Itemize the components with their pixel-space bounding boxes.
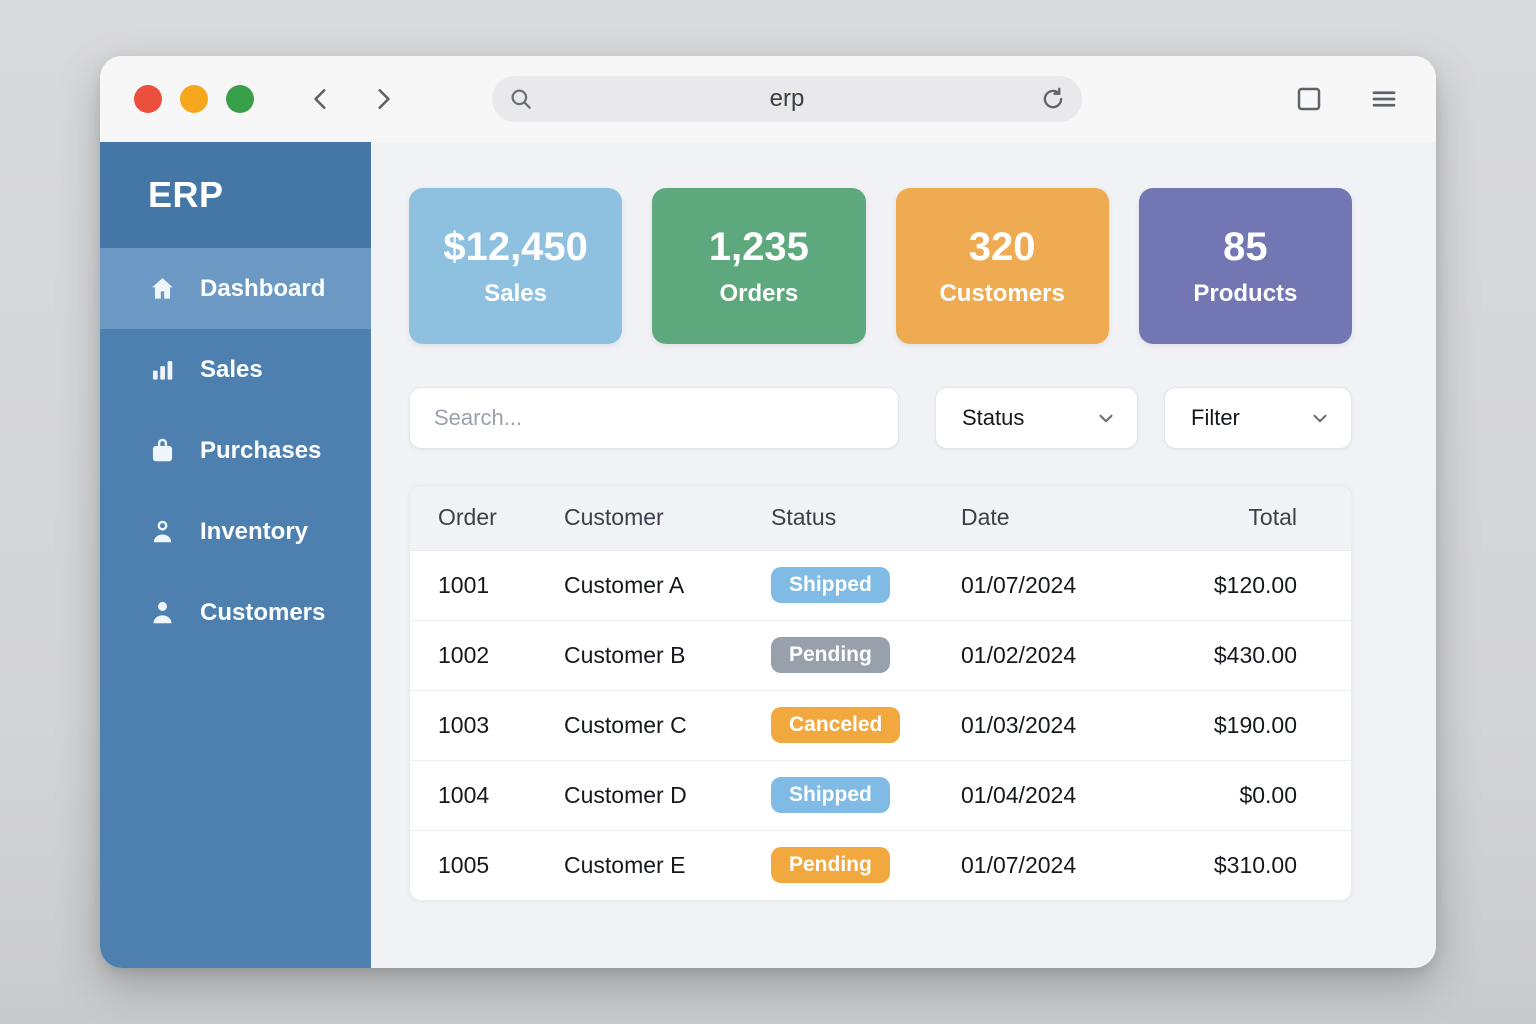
table-row[interactable]: 1002 Customer B Pending 01/02/2024 $430.… xyxy=(410,620,1351,691)
reload-button[interactable] xyxy=(1040,86,1066,112)
bar-chart-icon xyxy=(148,356,176,384)
table-row[interactable]: 1001 Customer A Shipped 01/07/2024 $120.… xyxy=(410,550,1351,621)
filter-dropdown[interactable]: Filter xyxy=(1164,387,1352,449)
order-cell: 1002 xyxy=(410,620,536,691)
date-cell: 01/07/2024 xyxy=(933,550,1153,621)
sidebar-item-label: Purchases xyxy=(200,436,322,464)
sidebar-item-dashboard[interactable]: Dashboard xyxy=(100,248,371,329)
total-cell: $120.00 xyxy=(1153,550,1351,621)
total-cell: $0.00 xyxy=(1153,760,1351,831)
minimize-button[interactable] xyxy=(180,85,208,113)
stat-card-customers: 320 Customers xyxy=(895,188,1109,344)
sidebar-item-inventory[interactable]: Inventory xyxy=(100,491,371,572)
url-text: erp xyxy=(769,85,805,112)
table-header-row: Order Customer Status Date Total xyxy=(410,486,1351,551)
status-badge: Shipped xyxy=(771,567,890,603)
order-cell: 1004 xyxy=(410,760,536,831)
stat-label: Products xyxy=(1193,279,1298,307)
col-header-customer: Customer xyxy=(536,486,743,551)
search-icon xyxy=(511,89,531,109)
back-button[interactable] xyxy=(308,84,334,114)
col-header-order: Order xyxy=(410,486,536,551)
sidebar-item-label: Sales xyxy=(200,355,263,383)
person-outline-icon xyxy=(148,518,176,546)
stat-label: Sales xyxy=(484,279,547,307)
total-cell: $310.00 xyxy=(1153,830,1351,900)
window-controls xyxy=(134,85,254,113)
chevron-down-icon xyxy=(1099,414,1113,423)
browser-window: erp ERP Dashb xyxy=(100,56,1436,968)
status-badge: Shipped xyxy=(771,777,890,813)
total-cell: $190.00 xyxy=(1153,690,1351,761)
stat-value: 85 xyxy=(1223,224,1268,269)
main-content: $12,450 Sales 1,235 Orders 320 Customers… xyxy=(371,142,1436,968)
sidebar: ERP Dashboard Sales xyxy=(100,142,371,968)
new-tab-button[interactable] xyxy=(1294,84,1324,114)
stat-card-products: 85 Products xyxy=(1138,188,1352,344)
sidebar-item-purchases[interactable]: Purchases xyxy=(100,410,371,491)
total-cell: $430.00 xyxy=(1153,620,1351,691)
reload-icon xyxy=(1043,87,1063,109)
order-cell: 1003 xyxy=(410,690,536,761)
close-button[interactable] xyxy=(134,85,162,113)
sidebar-item-customers[interactable]: Customers xyxy=(100,572,371,653)
stat-value: $12,450 xyxy=(443,224,588,269)
chevron-down-icon xyxy=(1313,414,1327,423)
status-badge: Pending xyxy=(771,847,890,884)
table-row[interactable]: 1004 Customer D Shipped 01/04/2024 $0.00 xyxy=(410,760,1351,831)
stat-cards: $12,450 Sales 1,235 Orders 320 Customers… xyxy=(409,188,1352,344)
orders-table-card: Order Customer Status Date Total 1001 Cu… xyxy=(409,485,1352,901)
sidebar-nav: Dashboard Sales Purchases xyxy=(100,248,371,653)
stat-card-sales: $12,450 Sales xyxy=(409,188,623,344)
shopping-bag-icon xyxy=(148,437,176,465)
square-icon xyxy=(1297,87,1321,111)
col-header-status: Status xyxy=(743,486,933,551)
date-cell: 01/03/2024 xyxy=(933,690,1153,761)
sidebar-item-label: Customers xyxy=(200,598,326,626)
customer-cell: Customer B xyxy=(536,620,743,691)
customer-cell: Customer E xyxy=(536,830,743,900)
stat-value: 1,235 xyxy=(708,224,809,269)
date-cell: 01/02/2024 xyxy=(933,620,1153,691)
search-input[interactable] xyxy=(409,387,899,449)
table-row[interactable]: 1003 Customer C Canceled 01/03/2024 $190… xyxy=(410,690,1351,761)
maximize-button[interactable] xyxy=(226,85,254,113)
stat-card-orders: 1,235 Orders xyxy=(652,188,866,344)
filter-bar: Status Filter xyxy=(409,387,1352,449)
app-title: ERP xyxy=(148,174,224,215)
status-dropdown-label: Status xyxy=(962,405,1025,430)
col-header-date: Date xyxy=(933,486,1153,551)
customer-cell: Customer C xyxy=(536,690,743,761)
sidebar-item-sales[interactable]: Sales xyxy=(100,329,371,410)
customer-cell: Customer A xyxy=(536,550,743,621)
address-bar[interactable]: erp xyxy=(492,76,1082,122)
hamburger-icon xyxy=(1372,91,1396,107)
sidebar-item-label: Dashboard xyxy=(200,274,326,302)
order-cell: 1005 xyxy=(410,830,536,900)
home-icon xyxy=(148,275,176,303)
orders-table: Order Customer Status Date Total 1001 Cu… xyxy=(410,486,1351,900)
stat-label: Orders xyxy=(719,279,799,307)
table-row[interactable]: 1005 Customer E Pending 01/07/2024 $310.… xyxy=(410,830,1351,900)
stat-value: 320 xyxy=(968,224,1036,269)
customer-cell: Customer D xyxy=(536,760,743,831)
order-cell: 1001 xyxy=(410,550,536,621)
chevron-right-icon xyxy=(378,89,390,109)
status-badge: Canceled xyxy=(771,707,901,743)
filter-dropdown-label: Filter xyxy=(1191,405,1240,430)
sidebar-item-label: Inventory xyxy=(200,517,309,545)
date-cell: 01/04/2024 xyxy=(933,760,1153,831)
browser-toolbar: erp xyxy=(100,56,1436,142)
status-dropdown[interactable]: Status xyxy=(935,387,1138,449)
person-icon xyxy=(148,599,176,627)
status-badge: Pending xyxy=(771,637,890,673)
forward-button[interactable] xyxy=(370,84,396,114)
stat-label: Customers xyxy=(939,279,1065,307)
col-header-total: Total xyxy=(1153,486,1351,551)
date-cell: 01/07/2024 xyxy=(933,830,1153,900)
sidebar-header: ERP xyxy=(100,142,371,248)
menu-button[interactable] xyxy=(1368,84,1400,114)
chevron-left-icon xyxy=(314,89,326,109)
